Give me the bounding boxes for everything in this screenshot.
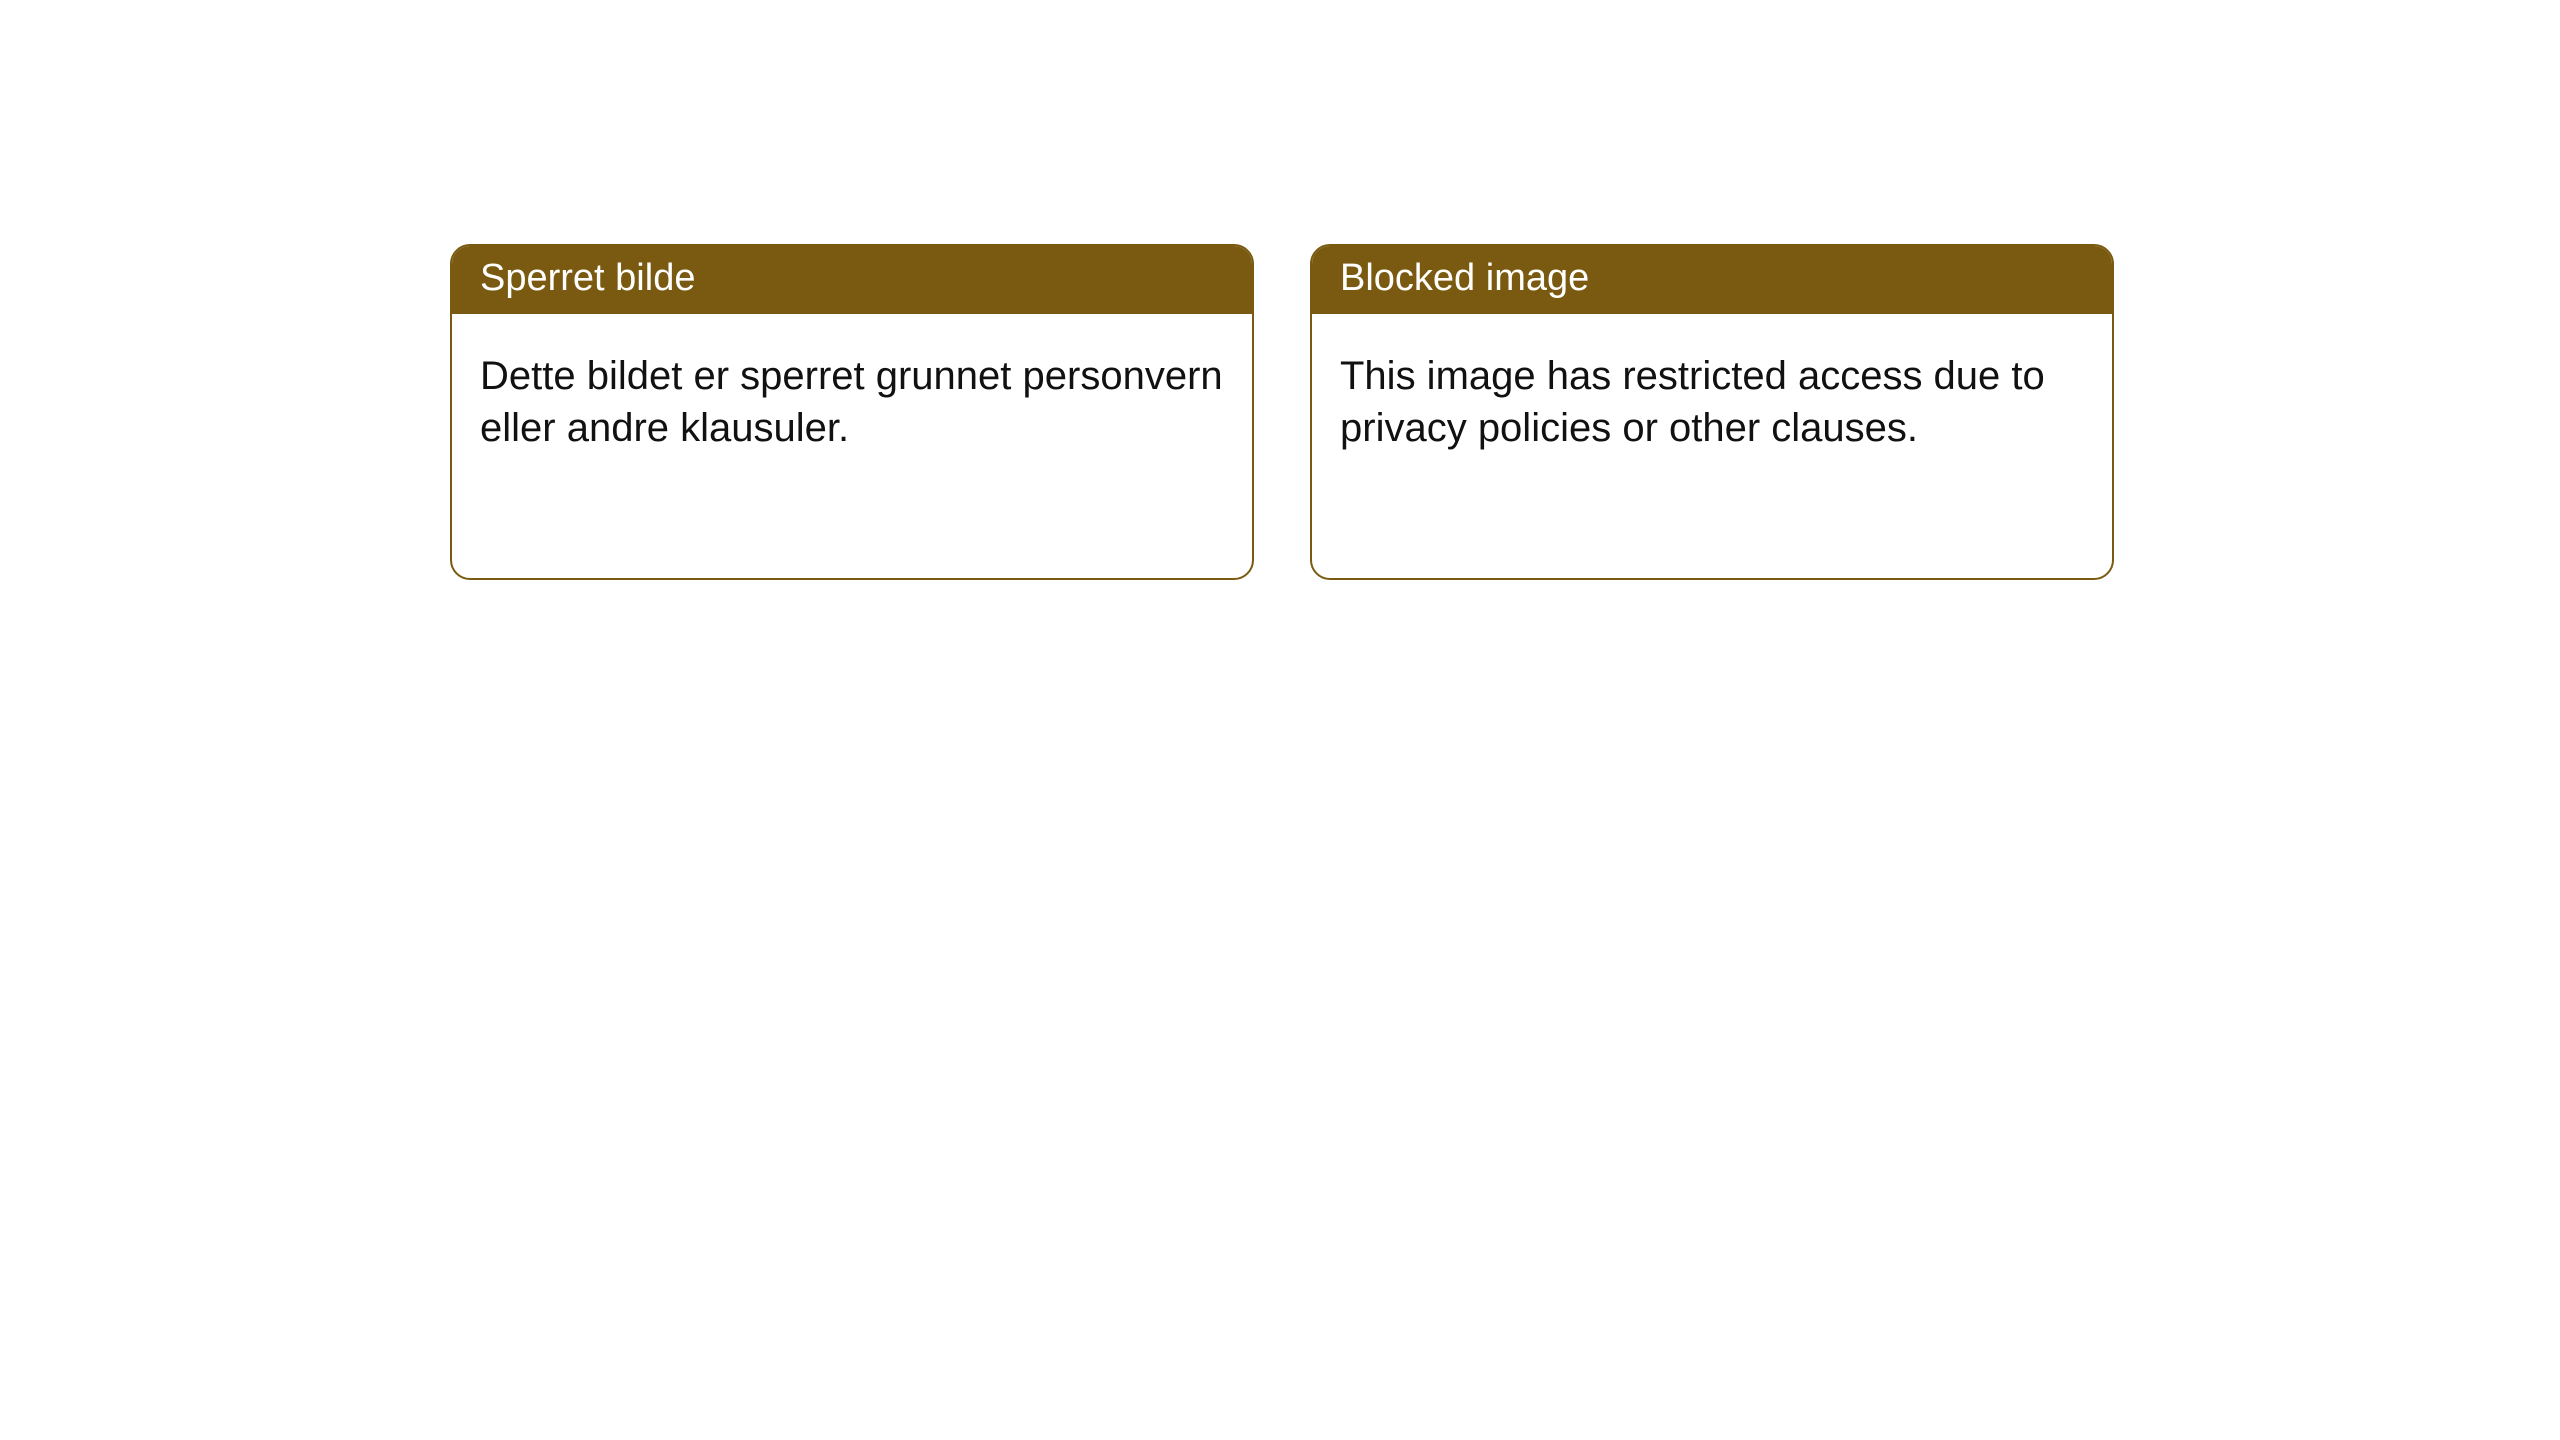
blocked-image-card-no: Sperret bilde Dette bildet er sperret gr… [450,244,1254,580]
card-text-no: Dette bildet er sperret grunnet personve… [480,354,1223,451]
notice-container: Sperret bilde Dette bildet er sperret gr… [0,0,2560,580]
card-body-en: This image has restricted access due to … [1312,314,2112,492]
card-body-no: Dette bildet er sperret grunnet personve… [452,314,1252,492]
card-title-no: Sperret bilde [480,257,695,299]
card-header-no: Sperret bilde [452,246,1252,314]
card-text-en: This image has restricted access due to … [1340,354,2045,451]
card-header-en: Blocked image [1312,246,2112,314]
blocked-image-card-en: Blocked image This image has restricted … [1310,244,2114,580]
card-title-en: Blocked image [1340,257,1589,299]
